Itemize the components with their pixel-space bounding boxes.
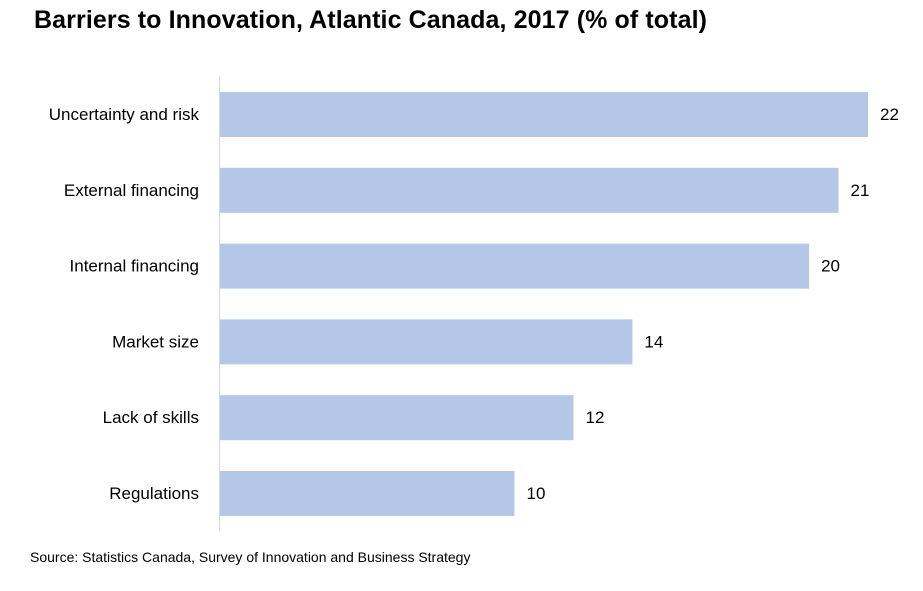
category-label: Uncertainty and risk bbox=[49, 105, 200, 124]
bar bbox=[220, 471, 515, 516]
category-label: Market size bbox=[112, 332, 199, 351]
category-label: Lack of skills bbox=[103, 408, 199, 427]
bar bbox=[220, 92, 868, 137]
data-label: 21 bbox=[851, 181, 870, 200]
data-label: 10 bbox=[527, 484, 546, 503]
data-label: 14 bbox=[644, 332, 663, 351]
data-label: 12 bbox=[586, 408, 605, 427]
bar bbox=[220, 167, 839, 213]
category-label: Regulations bbox=[109, 484, 199, 503]
bar-chart: Uncertainty and risk External financing In… bbox=[49, 76, 899, 531]
chart-title: Barriers to Innovation, Atlantic Canada,… bbox=[34, 6, 708, 34]
category-labels: Uncertainty and risk External financing In… bbox=[49, 105, 200, 503]
category-label: Internal financing bbox=[70, 257, 199, 276]
bar bbox=[220, 243, 810, 289]
bar bbox=[220, 319, 633, 365]
bars-group bbox=[220, 92, 868, 516]
value-labels: 22 21 20 14 12 10 bbox=[527, 105, 899, 503]
data-label: 22 bbox=[880, 105, 899, 124]
source-note: Source: Statistics Canada, Survey of Inn… bbox=[30, 549, 471, 565]
bar bbox=[220, 395, 574, 441]
data-label: 20 bbox=[821, 257, 840, 276]
category-label: External financing bbox=[64, 181, 199, 200]
